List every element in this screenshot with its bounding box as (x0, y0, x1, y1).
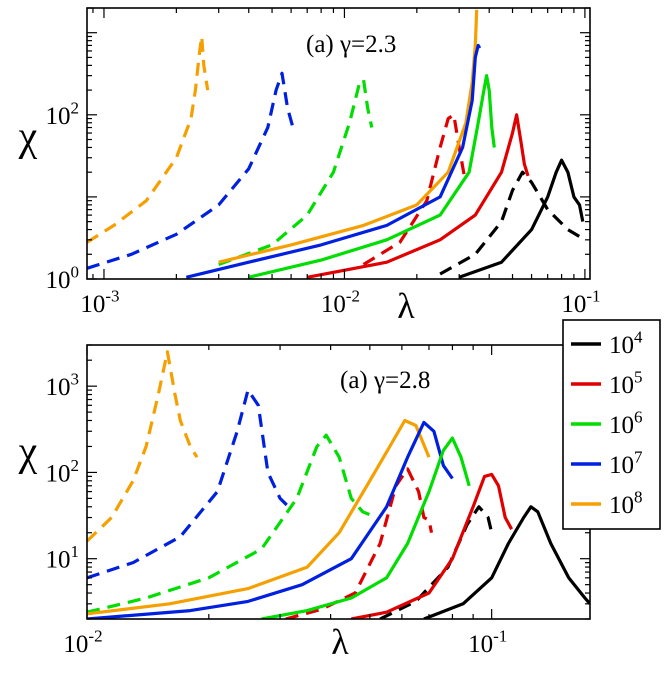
y-tick-label: 102 (46, 98, 80, 130)
series-group (87, 350, 590, 619)
x-tick-label: 10-2 (321, 287, 360, 319)
x-axis-label: λ (397, 286, 415, 326)
series-line (87, 420, 454, 619)
series-line (87, 350, 199, 543)
legend-label: 107 (609, 448, 643, 480)
panel-bottom: 10-2 10-1 101 102 103 λ χ (a) γ=2.8 (18, 344, 591, 662)
series-line (248, 74, 496, 279)
legend-label: 108 (609, 488, 643, 520)
legend: 104 105 106 107 108 (562, 319, 661, 530)
y-tick-label: 102 (46, 456, 80, 488)
series-line (261, 436, 471, 619)
legend-label: 104 (609, 328, 643, 360)
series-line (439, 170, 586, 276)
panel-top: 10-3 10-2 10-1 100 102 λ χ (a) γ=2.3 (18, 7, 600, 326)
x-tick-label: 10-1 (468, 627, 507, 659)
series-line (423, 505, 590, 619)
series-line (185, 43, 482, 279)
x-tick-label: 10-2 (63, 627, 102, 659)
y-axis-label: χ (18, 114, 38, 160)
y-axis-label: χ (18, 429, 38, 475)
x-tick-label: 10-3 (80, 287, 119, 319)
series-line (87, 71, 297, 270)
series-line (87, 433, 378, 614)
plot-frame (86, 7, 591, 280)
y-tick-label: 103 (46, 370, 80, 402)
series-line (87, 418, 431, 616)
series-line (458, 158, 585, 279)
x-tick-label: 10-1 (561, 287, 600, 319)
panel-annotation: (a) γ=2.3 (306, 31, 396, 58)
series-line (350, 472, 514, 619)
legend-label: 105 (609, 368, 643, 400)
series-group (87, 9, 586, 279)
series-line (87, 388, 290, 580)
series-line (218, 77, 374, 267)
series-line (306, 113, 530, 279)
x-axis-label: λ (331, 622, 349, 662)
panel-annotation: (a) γ=2.8 (340, 367, 430, 394)
legend-label: 106 (609, 408, 643, 440)
series-line (87, 34, 210, 244)
plot-frame (86, 344, 591, 620)
y-tick-label: 101 (46, 542, 80, 574)
series-line (285, 467, 434, 619)
y-tick-label: 100 (46, 263, 80, 295)
